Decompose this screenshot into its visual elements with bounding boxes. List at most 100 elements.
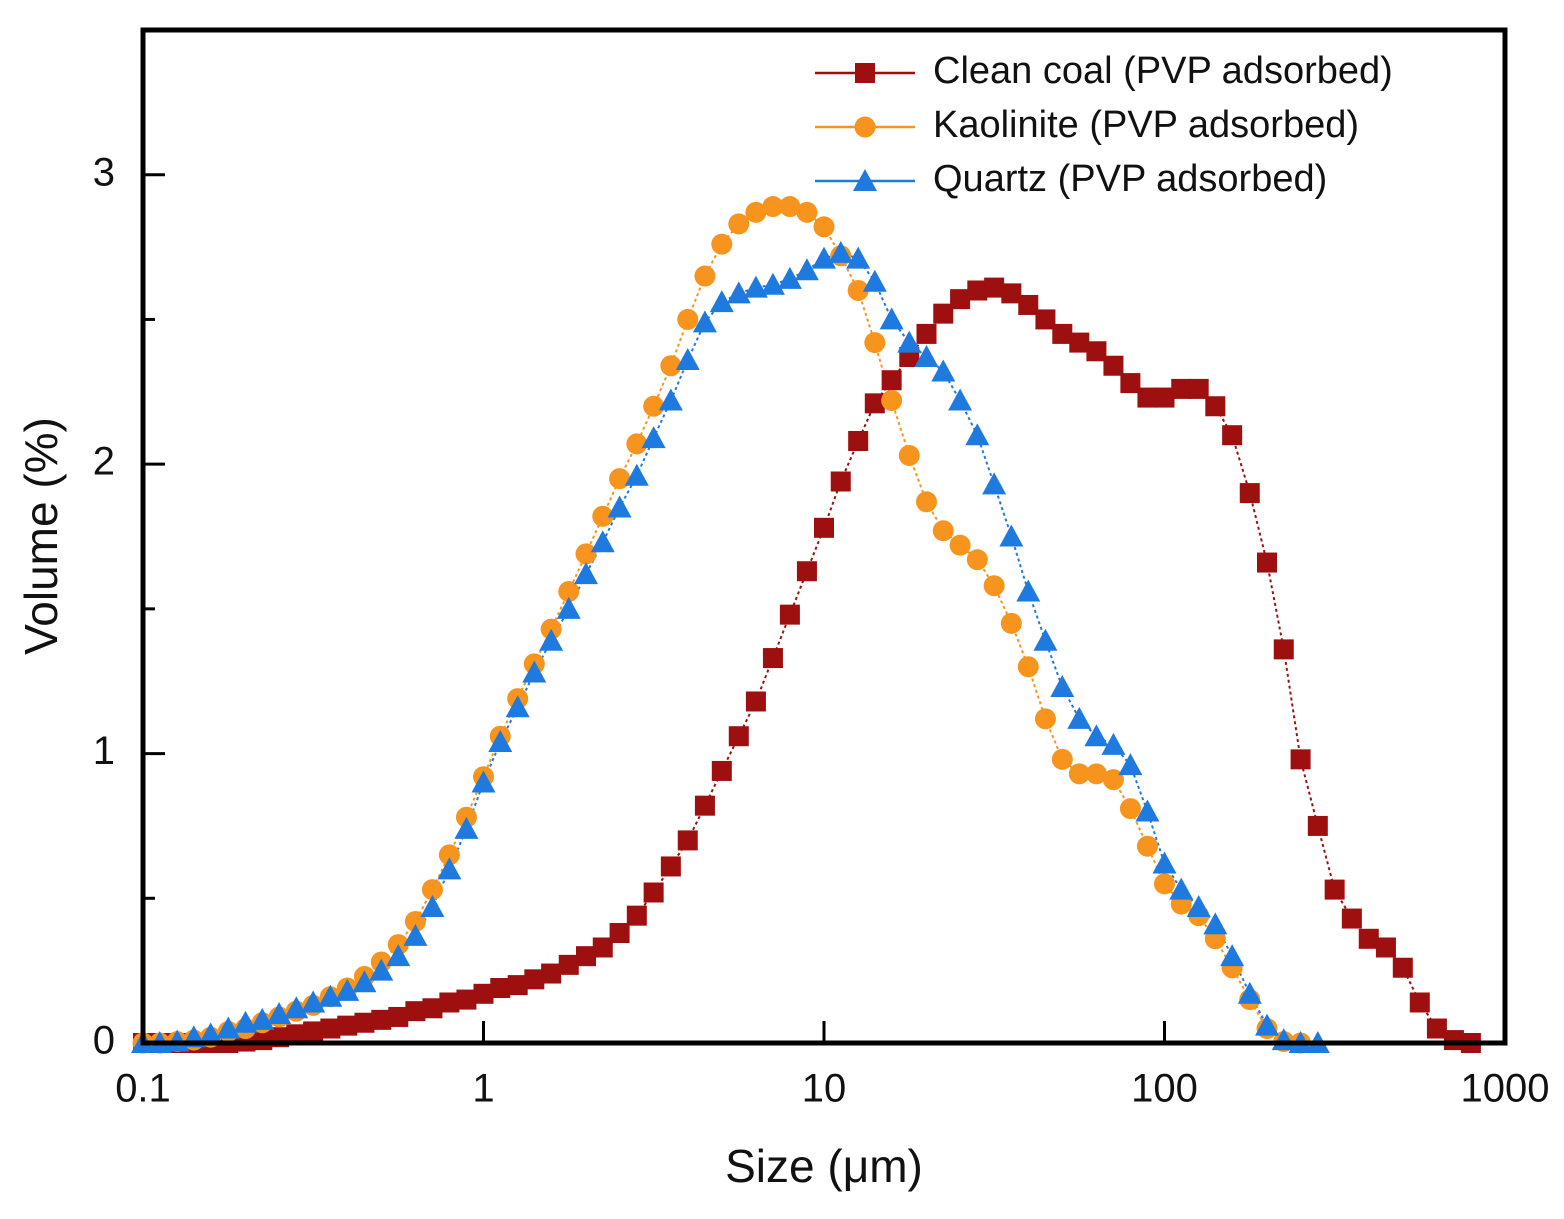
marker-circle: [898, 444, 920, 466]
marker-square: [388, 1006, 409, 1027]
marker-triangle: [1186, 894, 1211, 917]
marker-square: [694, 795, 715, 816]
marker-circle: [1102, 769, 1124, 791]
marker-triangle: [1033, 628, 1058, 651]
marker-square: [1001, 283, 1022, 304]
marker-circle: [438, 844, 460, 866]
marker-square: [371, 1009, 392, 1030]
marker-circle: [643, 395, 665, 417]
marker-circle: [1034, 708, 1056, 730]
marker-circle: [677, 308, 699, 330]
marker-triangle: [1237, 981, 1262, 1004]
marker-triangle: [862, 269, 887, 292]
marker-triangle: [931, 359, 956, 382]
marker-square: [779, 604, 800, 625]
marker-triangle: [369, 958, 394, 981]
marker-square: [1341, 908, 1362, 929]
marker-circle: [1085, 763, 1107, 785]
marker-circle: [847, 279, 869, 301]
marker-triangle: [777, 266, 802, 289]
marker-circle: [711, 233, 733, 255]
marker-square: [1103, 355, 1124, 376]
marker-triangle: [318, 984, 343, 1007]
marker-circle: [762, 196, 784, 218]
marker-triangle: [1050, 675, 1075, 698]
marker-triangle: [982, 472, 1007, 495]
marker-triangle: [1135, 799, 1160, 822]
marker-square: [1307, 815, 1328, 836]
marker-square: [933, 303, 954, 324]
marker-square: [354, 1012, 375, 1033]
marker-triangle: [488, 729, 513, 752]
marker-square: [1409, 992, 1430, 1013]
marker-circle: [1051, 748, 1073, 770]
marker-square: [626, 905, 647, 926]
marker-square: [796, 561, 817, 582]
marker-square: [1137, 387, 1158, 408]
marker-triangle: [1169, 877, 1194, 900]
marker-square: [473, 983, 494, 1004]
marker-circle: [626, 433, 648, 455]
marker-triangle: [590, 530, 615, 553]
marker-square: [881, 370, 902, 391]
x-tick-label: 1000: [1461, 1067, 1550, 1111]
marker-triangle: [760, 272, 785, 295]
marker-square: [456, 989, 477, 1010]
marker-triangle: [1220, 944, 1245, 967]
marker-square: [711, 760, 732, 781]
marker-square: [1154, 387, 1175, 408]
marker-triangle: [386, 944, 411, 967]
marker-triangle: [335, 978, 360, 1001]
marker-triangle: [1016, 579, 1041, 602]
marker-square: [745, 691, 766, 712]
marker-circle: [966, 549, 988, 571]
marker-triangle: [965, 423, 990, 446]
legend-label: Quartz (PVP adsorbed): [933, 158, 1327, 200]
marker-triangle: [1203, 912, 1228, 935]
marker-square: [592, 937, 613, 958]
marker-circle: [1068, 763, 1090, 785]
marker-triangle: [914, 345, 939, 368]
marker-circle: [1136, 835, 1158, 857]
x-axis-label: Size (μm): [725, 1140, 923, 1192]
marker-circle: [1154, 873, 1175, 895]
marker-square: [814, 517, 834, 538]
marker-triangle: [216, 1016, 241, 1039]
marker-square: [1018, 294, 1039, 315]
marker-square: [848, 430, 869, 451]
x-tick-label: 0.1: [115, 1067, 171, 1111]
marker-square: [1069, 332, 1090, 353]
marker-square: [855, 63, 875, 83]
marker-circle: [949, 534, 971, 556]
marker-triangle: [437, 857, 462, 880]
x-tick-label: 100: [1131, 1067, 1198, 1111]
marker-circle: [558, 580, 580, 602]
marker-square: [558, 954, 579, 975]
marker-square: [643, 882, 664, 903]
marker-square: [984, 277, 1005, 298]
marker-triangle: [420, 894, 445, 917]
marker-triangle: [948, 388, 973, 411]
marker-circle: [779, 196, 801, 218]
marker-triangle: [897, 330, 922, 353]
y-tick-label: 3: [93, 150, 115, 194]
marker-triangle: [1118, 753, 1143, 776]
marker-square: [422, 998, 443, 1019]
marker-square: [728, 726, 749, 747]
marker-square: [609, 923, 630, 944]
marker-triangle: [284, 996, 309, 1019]
marker-triangle: [522, 660, 547, 683]
marker-circle: [1017, 656, 1039, 678]
marker-square: [864, 393, 885, 414]
marker-square: [1188, 378, 1209, 399]
marker-circle: [983, 575, 1005, 597]
marker-square: [830, 471, 851, 492]
marker-square: [916, 323, 937, 344]
plot-frame: [140, 27, 1508, 1046]
marker-circle: [728, 213, 750, 235]
marker-circle: [404, 910, 426, 932]
series-line: [143, 286, 1472, 1044]
marker-square: [1324, 879, 1345, 900]
marker-circle: [796, 201, 818, 223]
marker-square: [405, 1001, 426, 1022]
